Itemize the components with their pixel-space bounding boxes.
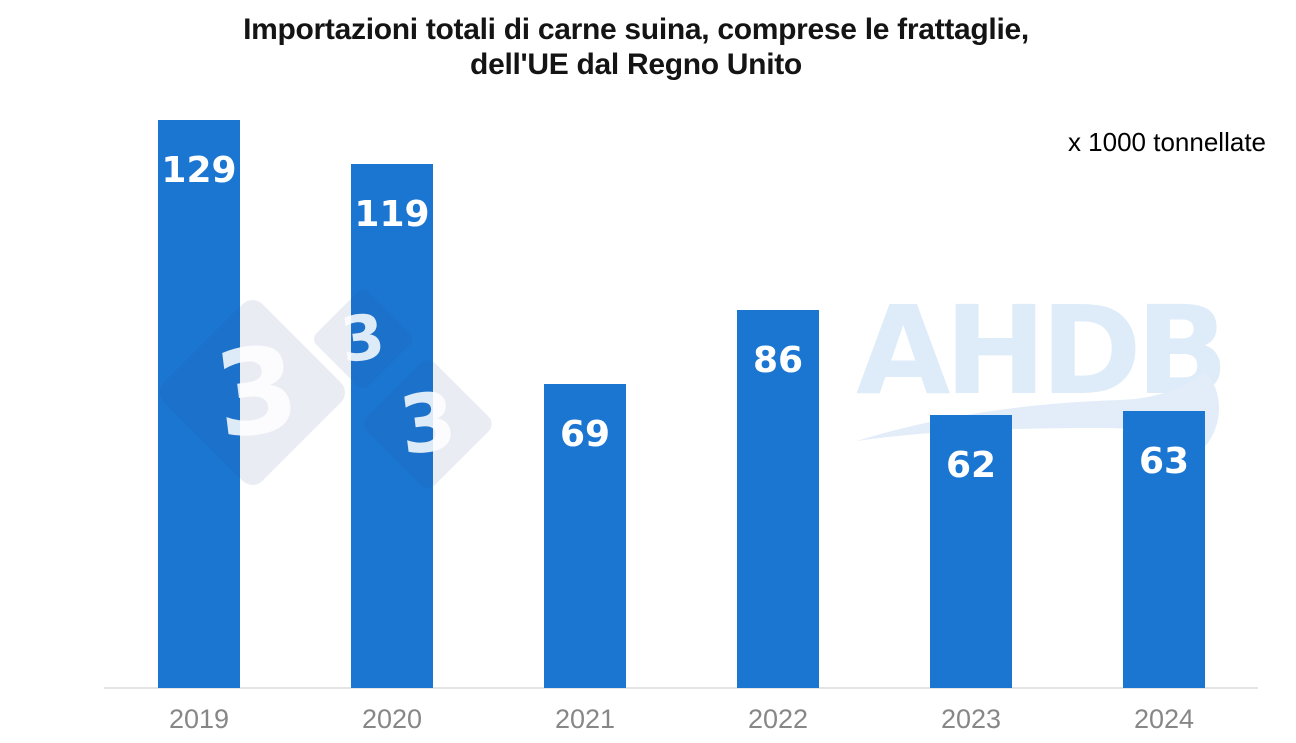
x-axis-label-2021: 2021 — [554, 704, 616, 734]
x-axis-label-2020: 2020 — [361, 704, 423, 734]
bar-2022: 86 — [737, 310, 819, 688]
ahdb-logo-text: AHDB — [856, 280, 1229, 422]
ahdb-swoosh-icon — [857, 372, 1220, 454]
bar-2019: 129 — [158, 120, 240, 688]
bar-value-label: 62 — [945, 445, 997, 486]
x-axis-label-2022: 2022 — [747, 704, 809, 734]
x-axis-line — [104, 687, 1258, 689]
unit-label: x 1000 tonnellate — [1067, 127, 1266, 157]
chart-title-line2: dell'UE dal Regno Unito — [470, 48, 802, 81]
x-axis-label-2019: 2019 — [168, 704, 230, 734]
x-axis-label-2024: 2024 — [1133, 704, 1195, 734]
bar-2024: 63 — [1123, 411, 1205, 688]
bar-value-label: 129 — [161, 150, 237, 191]
pig333-glyph: 3 — [394, 373, 462, 474]
bar-value-label: 119 — [354, 194, 430, 235]
bar-2021: 69 — [544, 384, 626, 688]
chart-title: Importazioni totali di carne suina, comp… — [0, 12, 1272, 82]
pig333-glyph: 3 — [337, 299, 389, 378]
pig333-glyph: 3 — [208, 318, 307, 466]
x-axis-label-2023: 2023 — [940, 704, 1002, 734]
bar-value-label: 63 — [1138, 441, 1190, 482]
bar-2020: 119 — [351, 164, 433, 688]
bar-value-label: 69 — [559, 414, 611, 455]
chart-title-line1: Importazioni totali di carne suina, comp… — [243, 13, 1029, 46]
bar-value-label: 86 — [752, 340, 804, 381]
bar-2023: 62 — [930, 415, 1012, 688]
